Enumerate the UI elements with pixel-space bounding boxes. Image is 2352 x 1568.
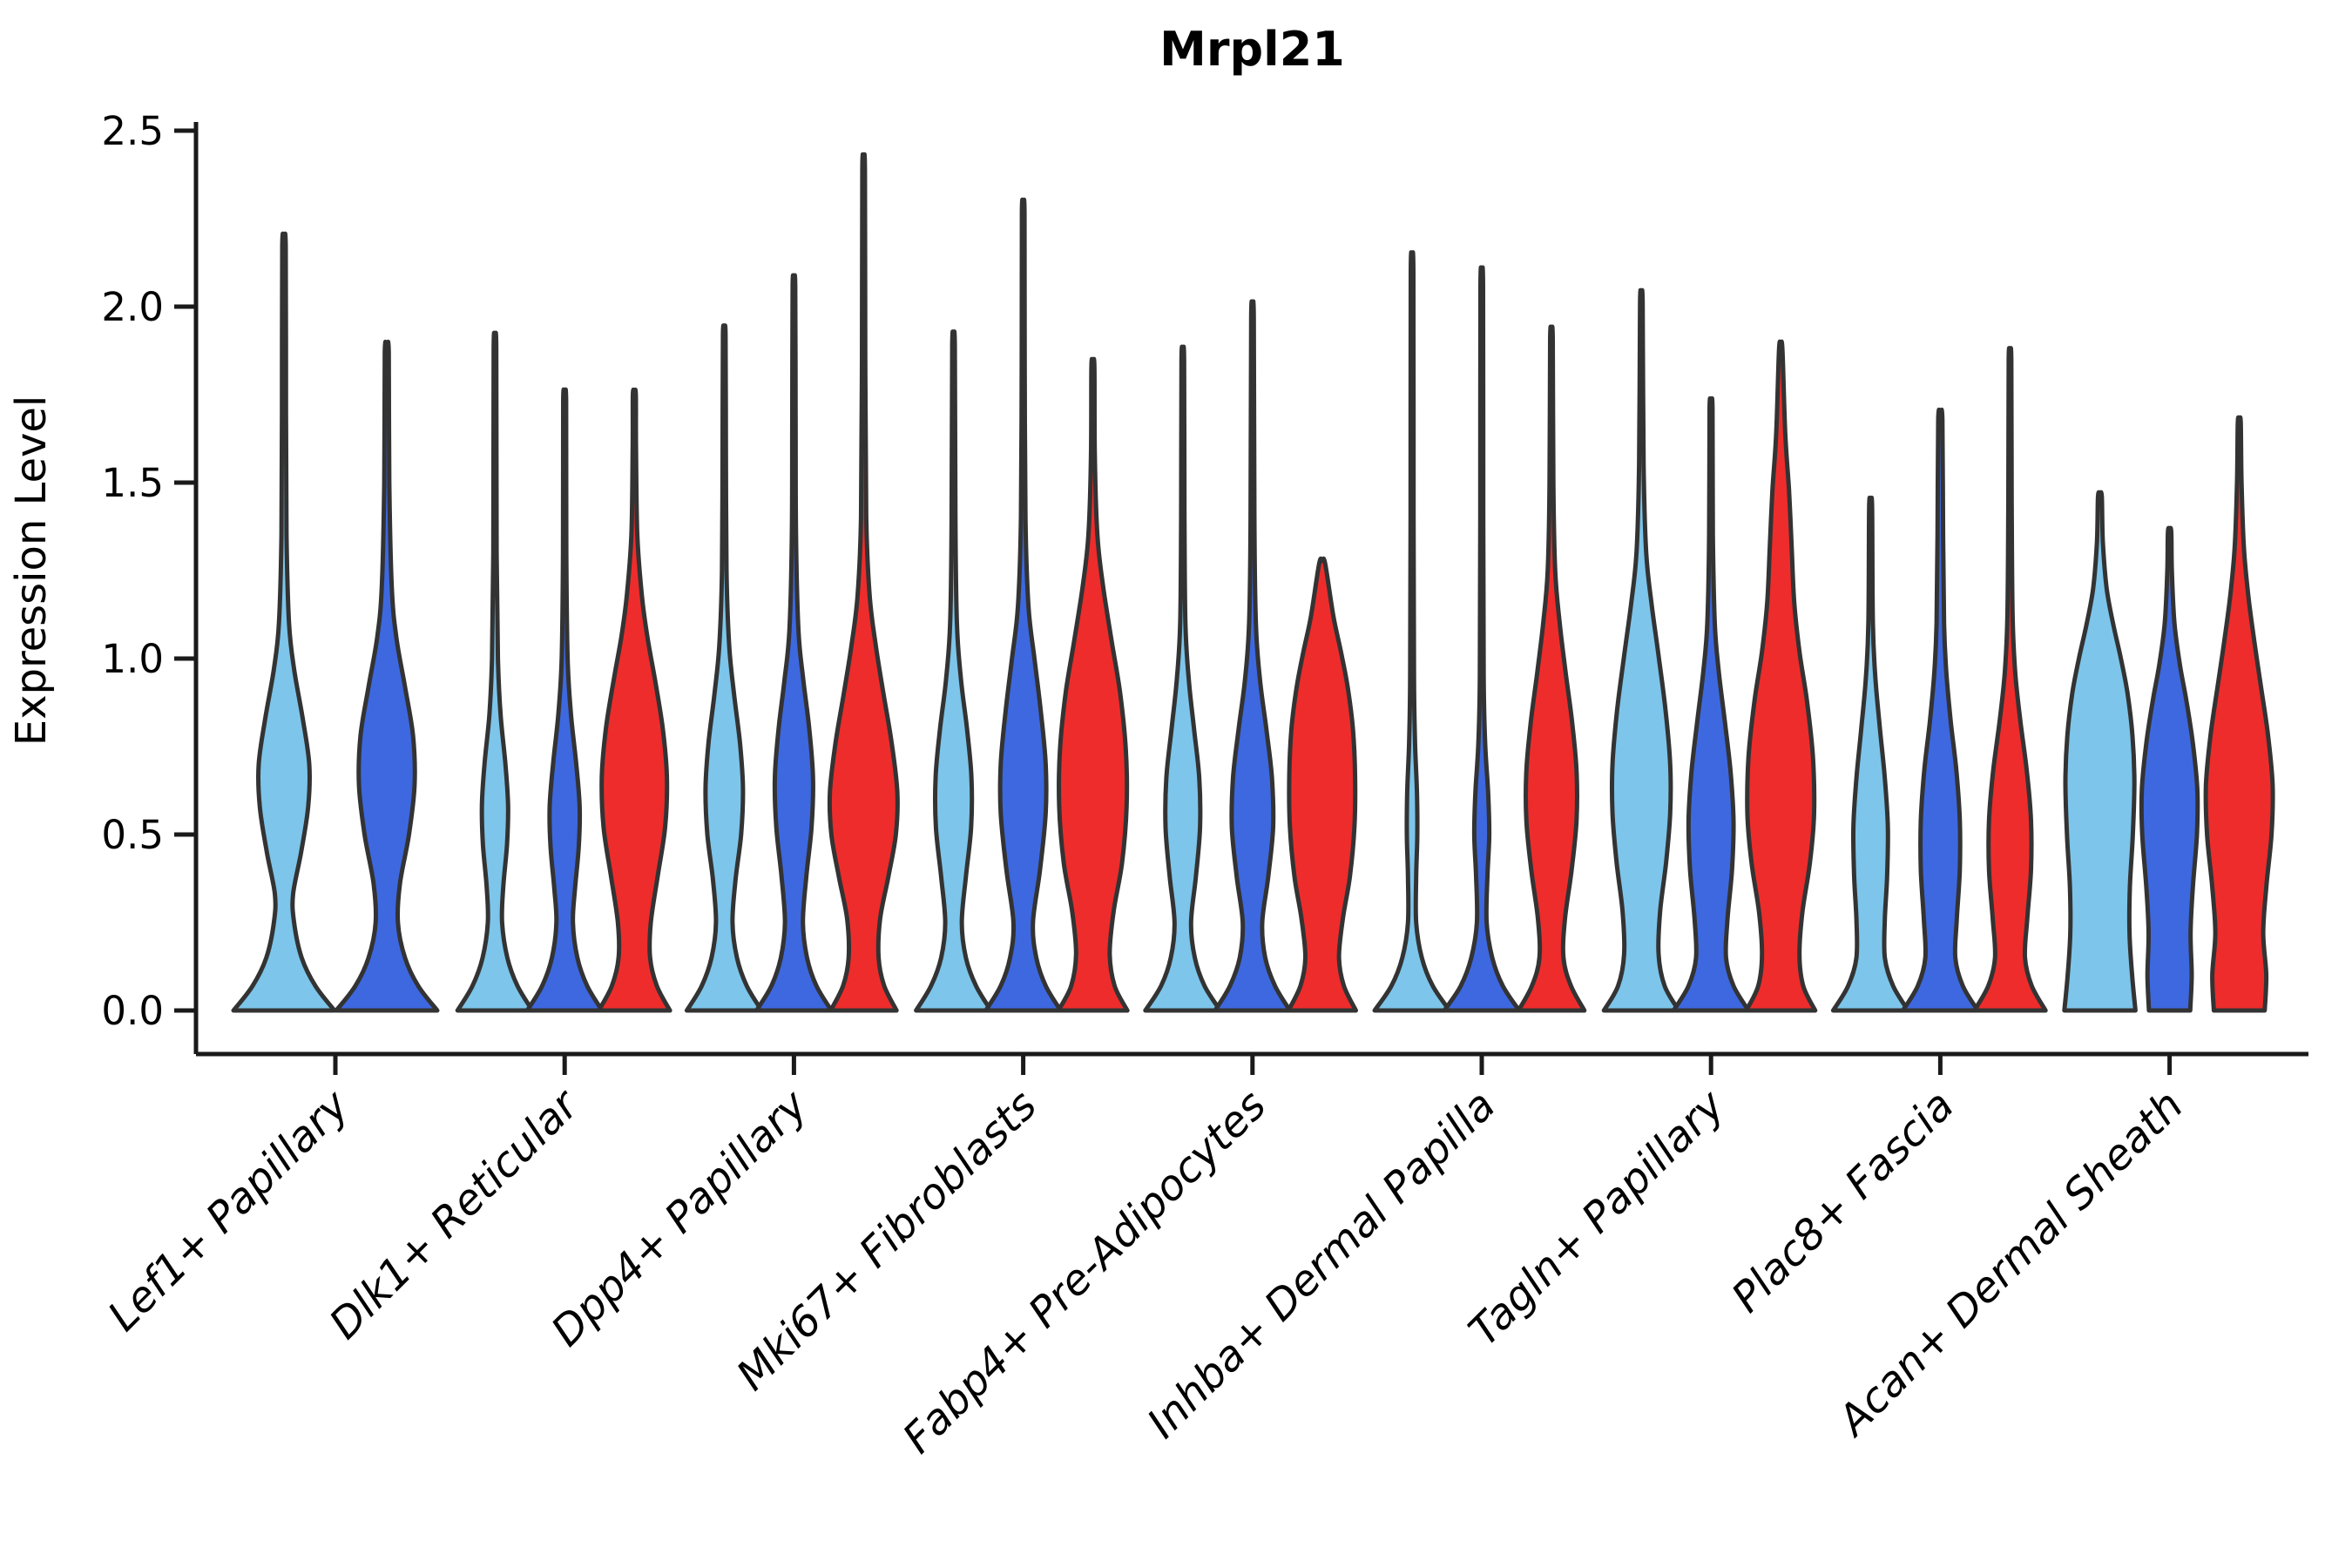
violin-plac8-fascia-red bbox=[1972, 346, 2048, 1013]
violin-inhba-dermal-papilla-royalblue bbox=[1442, 265, 1522, 1013]
x-tick-label: Dlk1+ Reticular bbox=[320, 1079, 590, 1349]
violin-lef1-papillary-skyblue bbox=[231, 231, 337, 1013]
x-tick-label: Plac8+ Fascia bbox=[1722, 1081, 1963, 1322]
violin-acan-dermal-sheath-skyblue bbox=[2062, 490, 2138, 1013]
violin-plac8-fascia-skyblue bbox=[1830, 495, 1910, 1013]
violin-dlk1-reticular-skyblue bbox=[455, 330, 535, 1013]
violin-dpp4-papillary-red bbox=[827, 152, 900, 1013]
violin-dpp4-papillary-royalblue bbox=[754, 273, 834, 1013]
violin-lef1-papillary-royalblue bbox=[334, 339, 440, 1013]
y-axis-label: Expression Level bbox=[7, 395, 56, 747]
violin-tagln-papillary-royalblue bbox=[1671, 395, 1751, 1013]
y-tick-label: 2.0 bbox=[101, 284, 164, 330]
y-tick-label: 1.0 bbox=[101, 636, 164, 682]
violin-fabp4-pre-adipocytes-red bbox=[1286, 556, 1358, 1013]
violin-dlk1-reticular-red bbox=[596, 387, 672, 1013]
violin-mki67-fibroblasts-red bbox=[1056, 356, 1130, 1013]
violin-fabp4-pre-adipocytes-royalblue bbox=[1213, 299, 1293, 1013]
violin-inhba-dermal-papilla-red bbox=[1516, 324, 1587, 1013]
x-tick-label: Dpp4+ Papillary bbox=[542, 1080, 817, 1355]
y-tick-label: 0.5 bbox=[101, 812, 164, 858]
violin-dlk1-reticular-royalblue bbox=[524, 387, 605, 1013]
violin-tagln-papillary-red bbox=[1744, 339, 1818, 1013]
y-tick-label: 1.5 bbox=[101, 460, 164, 506]
violin-dpp4-papillary-skyblue bbox=[684, 323, 764, 1013]
x-tick-label: Fabp4+ Pre-Adipocytes bbox=[894, 1081, 1276, 1463]
violin-acan-dermal-sheath-royalblue bbox=[2139, 525, 2200, 1013]
violin-mki67-fibroblasts-royalblue bbox=[983, 197, 1064, 1013]
violin-tagln-papillary-skyblue bbox=[1601, 287, 1681, 1013]
y-tick-label: 0.0 bbox=[101, 988, 164, 1034]
y-tick-label: 2.5 bbox=[101, 108, 164, 154]
x-tick-label: Lef1+ Papillary bbox=[98, 1080, 359, 1341]
violin-acan-dermal-sheath-red bbox=[2203, 415, 2275, 1013]
violin-plac8-fascia-royalblue bbox=[1900, 407, 1980, 1013]
violin-inhba-dermal-papilla-skyblue bbox=[1372, 250, 1452, 1013]
chart-title: Mrpl21 bbox=[1159, 22, 1345, 77]
x-tick-label: Tagln+ Papillary bbox=[1459, 1080, 1734, 1355]
violin-mki67-fibroblasts-skyblue bbox=[914, 329, 994, 1013]
violin-fabp4-pre-adipocytes-skyblue bbox=[1143, 344, 1223, 1013]
